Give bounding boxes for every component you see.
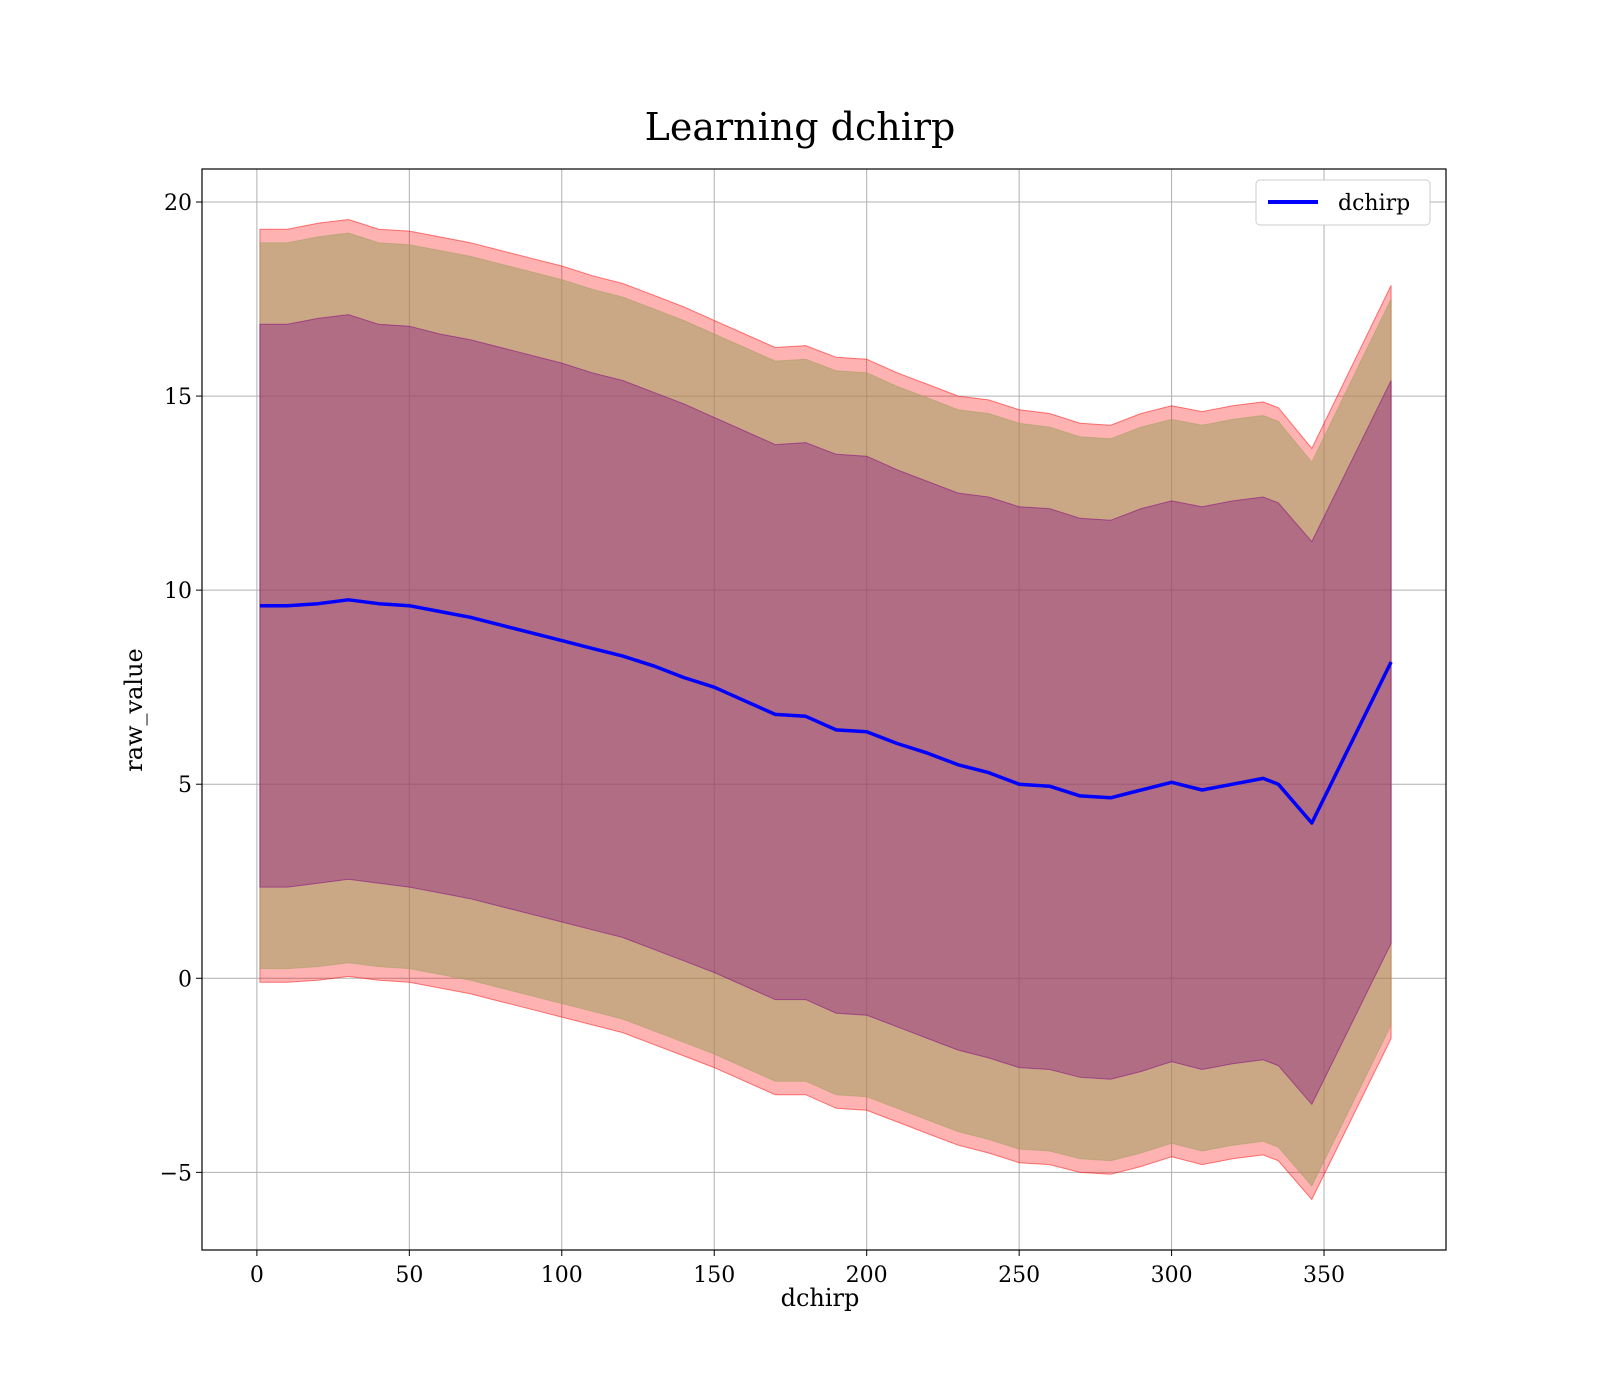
legend-label: dchirp [1338,191,1410,216]
x-tick-label: 0 [250,1263,264,1288]
x-tick-label: 200 [846,1263,888,1288]
confidence-bands [259,218,1392,1201]
y-tick-label: −5 [160,1161,192,1186]
x-tick-label: 150 [693,1263,735,1288]
y-tick-label: 5 [178,773,192,798]
axis-ticks: 0 50 100 150 200 250 300 350 −5 0 5 10 15 20 [160,191,1345,1288]
plot-frame [201,168,1447,1251]
legend-box [1255,179,1431,226]
x-tick-label: 100 [541,1263,583,1288]
x-axis-title: dchirp [781,1284,860,1312]
band-inner [259,314,1392,1106]
x-tick-label: 300 [1151,1263,1193,1288]
y-tick-label: 20 [164,191,192,216]
y-tick-label: 10 [164,579,192,604]
y-tick-label: 0 [178,967,192,992]
y-tick-label: 15 [164,385,192,410]
chart-title: Learning dchirp [645,105,956,149]
y-axis-title: raw_value [120,648,148,772]
series-line-dchirp [259,598,1393,825]
series-lines [259,598,1393,825]
x-tick-label: 350 [1303,1263,1345,1288]
legend: dchirp [1255,179,1431,226]
x-tick-label: 250 [998,1263,1040,1288]
x-tick-label: 50 [395,1263,423,1288]
band-mid [259,232,1392,1187]
